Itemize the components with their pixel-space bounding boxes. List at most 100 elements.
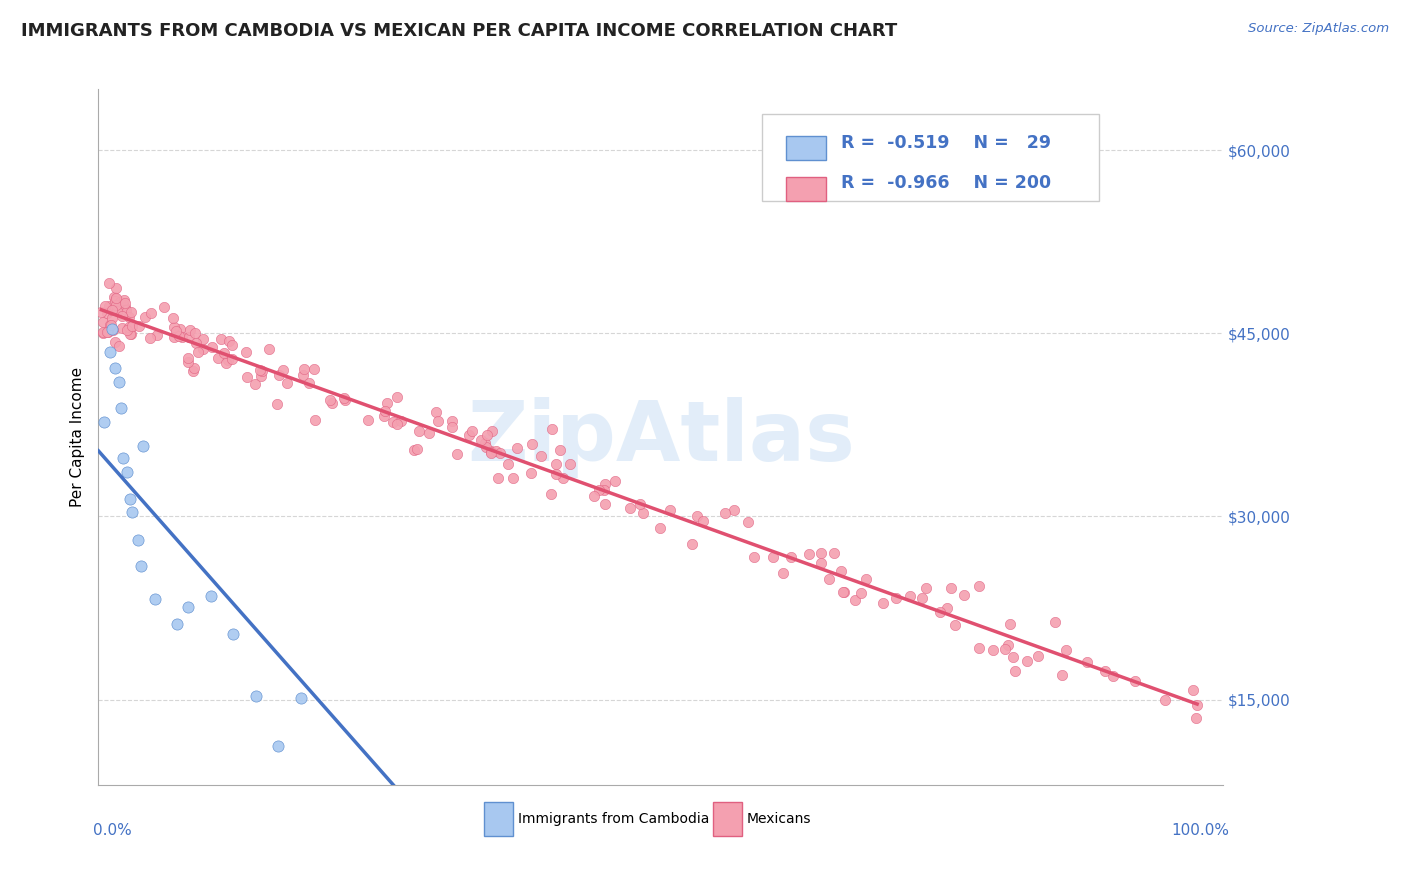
Point	[245, 689, 267, 703]
Point	[101, 310, 124, 325]
Point	[1154, 692, 1177, 706]
Point	[304, 413, 326, 427]
Point	[481, 424, 503, 438]
Point	[172, 330, 194, 344]
Point	[121, 327, 143, 342]
Point	[333, 391, 356, 405]
Point	[108, 295, 131, 310]
Point	[96, 306, 118, 320]
Point	[481, 866, 503, 880]
Point	[235, 370, 257, 384]
Point	[105, 292, 128, 306]
Point	[181, 364, 204, 378]
Point	[485, 444, 508, 458]
Point	[505, 441, 527, 455]
Point	[373, 409, 395, 424]
Point	[1094, 664, 1116, 678]
Point	[98, 299, 121, 313]
Point	[844, 592, 866, 607]
Point	[810, 556, 832, 570]
Point	[139, 306, 162, 320]
Point	[90, 305, 112, 319]
Point	[546, 467, 568, 481]
Point	[209, 332, 232, 346]
Text: R =  -0.519    N =   29: R = -0.519 N = 29	[841, 134, 1050, 152]
Point	[418, 426, 440, 441]
Point	[939, 581, 962, 595]
Point	[911, 591, 934, 605]
Point	[356, 413, 378, 427]
Point	[94, 299, 117, 313]
Point	[368, 872, 391, 887]
Point	[915, 582, 938, 596]
Point	[249, 363, 271, 377]
Point	[479, 445, 502, 459]
Point	[115, 303, 138, 318]
Point	[550, 442, 572, 457]
Point	[997, 638, 1019, 652]
Point	[461, 424, 484, 438]
Point	[374, 403, 396, 417]
Point	[183, 326, 205, 340]
Point	[628, 497, 651, 511]
Point	[593, 497, 616, 511]
Point	[603, 474, 626, 488]
Point	[441, 414, 464, 428]
Point	[107, 339, 129, 353]
Point	[177, 355, 200, 369]
Point	[633, 506, 655, 520]
Point	[1002, 650, 1025, 665]
Point	[530, 450, 553, 464]
Point	[714, 506, 737, 520]
FancyBboxPatch shape	[484, 803, 513, 837]
Point	[389, 414, 412, 428]
Point	[486, 471, 509, 485]
Point	[553, 471, 575, 485]
Point	[884, 591, 907, 606]
Point	[520, 466, 543, 480]
Point	[377, 396, 399, 410]
Point	[489, 446, 512, 460]
Point	[201, 340, 224, 354]
Point	[215, 356, 238, 370]
Point	[425, 808, 447, 822]
Point	[257, 342, 280, 356]
Point	[221, 351, 243, 366]
Text: Mexicans: Mexicans	[747, 813, 811, 826]
FancyBboxPatch shape	[786, 136, 827, 161]
Point	[967, 579, 990, 593]
Point	[1050, 668, 1073, 682]
Point	[953, 588, 976, 602]
Point	[111, 320, 134, 334]
Point	[686, 509, 709, 524]
Point	[387, 417, 409, 431]
Point	[191, 332, 214, 346]
Point	[502, 471, 524, 485]
Point	[107, 299, 129, 313]
Point	[797, 547, 820, 561]
FancyBboxPatch shape	[762, 113, 1099, 201]
Point	[184, 336, 207, 351]
Point	[163, 329, 186, 343]
Point	[496, 457, 519, 471]
Point	[177, 351, 200, 365]
Point	[681, 536, 703, 550]
Point	[114, 301, 136, 315]
Point	[588, 483, 610, 498]
Point	[772, 566, 794, 580]
Point	[470, 434, 492, 448]
Point	[179, 330, 201, 344]
Point	[441, 420, 464, 434]
Point	[91, 315, 114, 329]
Point	[128, 319, 150, 334]
Point	[218, 334, 240, 348]
Point	[593, 483, 616, 497]
Point	[479, 444, 502, 458]
Point	[110, 401, 132, 415]
Point	[96, 325, 118, 339]
Point	[582, 489, 605, 503]
Point	[292, 362, 315, 376]
Point	[290, 691, 312, 706]
Point	[427, 414, 450, 428]
Point	[183, 360, 205, 375]
